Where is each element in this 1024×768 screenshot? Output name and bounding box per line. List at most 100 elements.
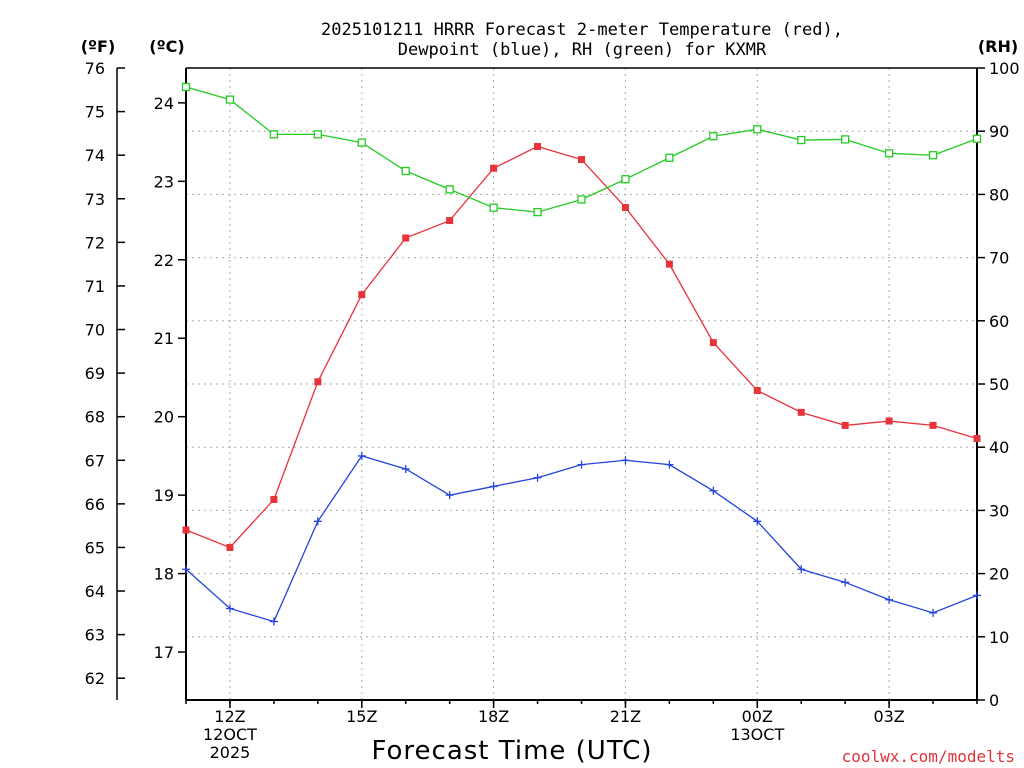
rh-point — [445, 185, 454, 194]
rh-point — [621, 175, 630, 184]
fahrenheit-tick-label: 71 — [85, 277, 105, 296]
rh-point — [884, 149, 894, 158]
x-tick-label: 15Z — [346, 707, 377, 726]
dewpoint-point — [665, 460, 674, 469]
rh-tick-label: 10 — [989, 628, 1009, 647]
rh-tick-label: 30 — [989, 501, 1009, 520]
dewpoint-point — [577, 460, 586, 469]
rh-point — [972, 134, 982, 143]
dewpoint-point — [709, 486, 718, 495]
fahrenheit-tick-label: 63 — [85, 626, 105, 645]
dewpoint-point — [841, 578, 850, 587]
celsius-tick-label: 24 — [154, 94, 174, 113]
fahrenheit-unit-label: (ºF) — [81, 37, 116, 56]
x-tick-label: 12OCT — [203, 725, 257, 744]
dewpoint-point — [621, 456, 630, 465]
x-tick-label: 2025 — [210, 743, 251, 762]
dewpoint-point — [401, 464, 410, 473]
dewpoint-point — [973, 591, 981, 600]
temperature-line — [185, 145, 978, 549]
temperature-point — [621, 203, 629, 211]
temperature-point — [797, 408, 805, 416]
celsius-tick-label: 21 — [154, 329, 174, 348]
rh-point — [665, 153, 674, 162]
celsius-tick-label: 19 — [154, 486, 174, 505]
rh-point — [357, 138, 366, 147]
fahrenheit-tick-label: 64 — [85, 582, 105, 601]
fahrenheit-tick-label: 72 — [85, 233, 105, 252]
dewpoint-point — [445, 491, 454, 500]
temperature-point — [709, 339, 717, 347]
dewpoint-point — [357, 451, 366, 460]
rh-tick-label: 40 — [989, 438, 1009, 457]
temperature-point — [226, 543, 234, 551]
temperature-point — [973, 434, 981, 442]
dewpoint-point — [313, 517, 322, 526]
rh-tick-label: 50 — [989, 375, 1009, 394]
x-tick-label: 03Z — [873, 707, 904, 726]
fahrenheit-tick-label: 66 — [85, 495, 105, 514]
x-tick-label: 18Z — [478, 707, 509, 726]
credit-label: coolwx.com/modelts — [842, 747, 1015, 766]
rh-point — [928, 151, 938, 160]
rh-point — [401, 166, 410, 176]
fahrenheit-tick-label: 75 — [85, 103, 105, 122]
fahrenheit-tick-label: 67 — [85, 451, 105, 470]
rh-point — [753, 125, 762, 134]
axes: 62 63 64 65 66 67 68 69 70 71 72 73 74 75 76 17 18 19 20 21… — [85, 59, 1020, 762]
rh-point — [269, 130, 279, 139]
temperature-point — [753, 387, 761, 395]
chart-title-line1: 2025101211 HRRR Forecast 2-meter Tempera… — [321, 20, 843, 40]
fahrenheit-tick-label: 69 — [85, 364, 105, 383]
temperature-point — [182, 526, 190, 534]
rh-point — [181, 82, 191, 92]
rh-point — [841, 135, 850, 144]
x-tick-label: 12Z — [214, 707, 245, 726]
fahrenheit-tick-label: 68 — [85, 408, 105, 427]
rh-unit-label: (RH) — [978, 37, 1018, 56]
temperature-point — [885, 417, 893, 425]
rh-tick-label: 0 — [989, 691, 999, 710]
rh-point — [533, 207, 542, 217]
dewpoint-point — [533, 473, 542, 482]
dewpoint-point — [929, 608, 938, 617]
rh-point — [313, 130, 322, 139]
rh-tick-label: 90 — [989, 122, 1009, 141]
rh-point — [489, 203, 498, 212]
x-tick-label: 13OCT — [730, 725, 784, 744]
series-rh — [181, 82, 982, 217]
fahrenheit-tick-label: 76 — [85, 59, 105, 78]
fahrenheit-tick-label: 62 — [85, 669, 105, 688]
dewpoint-point — [797, 565, 806, 574]
rh-point — [797, 135, 806, 145]
rh-point — [577, 195, 586, 204]
rh-tick-label: 60 — [989, 312, 1009, 331]
celsius-tick-label: 17 — [154, 643, 174, 662]
temperature-point — [665, 260, 673, 268]
dewpoint-point — [885, 595, 894, 604]
temperature-point — [534, 142, 542, 150]
fahrenheit-tick-label: 73 — [85, 190, 105, 209]
celsius-tick-label: 20 — [154, 408, 174, 427]
chart-title-line2: Dewpoint (blue), RH (green) for KXMR — [398, 40, 767, 60]
rh-tick-label: 70 — [989, 249, 1009, 268]
celsius-tick-label: 18 — [154, 565, 174, 584]
dewpoint-point — [269, 617, 278, 626]
dewpoint-point — [753, 517, 762, 526]
temperature-point — [358, 291, 366, 299]
temperature-point — [402, 234, 410, 242]
fahrenheit-tick-label: 65 — [85, 538, 105, 557]
rh-tick-label: 100 — [989, 59, 1020, 78]
x-tick-label: 21Z — [610, 707, 641, 726]
dewpoint-line — [185, 455, 978, 623]
temperature-point — [490, 164, 498, 172]
dewpoint-point — [225, 604, 234, 613]
data-series — [181, 82, 982, 626]
dewpoint-point — [182, 565, 190, 574]
celsius-tick-label: 22 — [154, 251, 174, 270]
celsius-tick-label: 23 — [154, 172, 174, 191]
temperature-point — [270, 496, 278, 504]
rh-tick-label: 80 — [989, 185, 1009, 204]
rh-point — [225, 95, 235, 104]
